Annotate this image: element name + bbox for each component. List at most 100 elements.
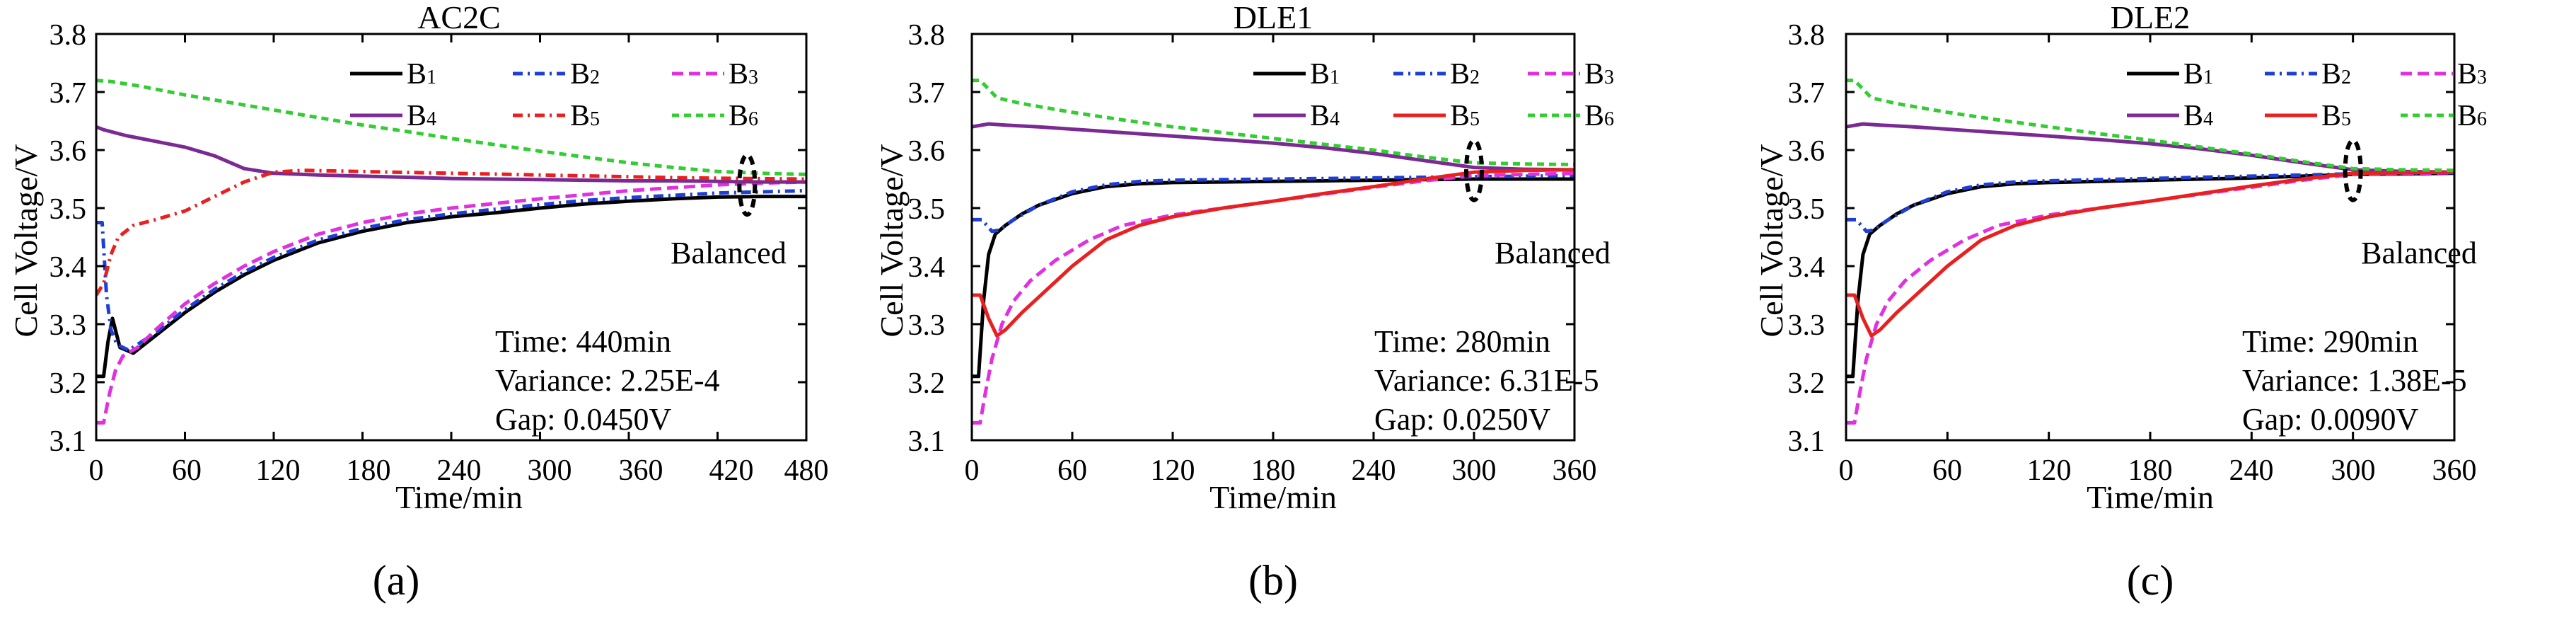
x-tick-labels: 0 60 120 180 240 300 360 [965,454,1597,487]
x-axis-label: Time/min [2087,479,2214,515]
x-tick-label: 120 [2027,454,2072,487]
x-tick-label: 60 [1932,454,1962,487]
legend: B1 B2 B3 B4 B5 B6 [407,58,758,132]
stats-variance: Variance: 2.25E-4 [495,363,720,398]
series-line-b4 [972,122,1574,172]
y-tick-label: 3.7 [908,77,946,110]
y-tick-label: 3.2 [1788,367,1826,400]
series-lines [1846,79,2454,425]
y-tick-label: 3.5 [50,193,87,226]
series-line-b4 [96,125,806,184]
x-tick-label: 60 [1057,454,1087,487]
stats-variance: Variance: 1.38E-5 [2242,363,2467,398]
y-tick-label: 3.3 [908,309,946,342]
legend-label-b2: B2 [570,58,600,91]
x-tick-label: 420 [709,454,754,487]
axis-ticks [1845,33,2456,442]
x-tick-label: 240 [437,454,482,487]
legend-label-b3: B3 [1584,58,1614,91]
series-line-b2 [1846,171,2454,234]
x-tick-label: 300 [1452,454,1497,487]
chart-title: AC2C [417,0,501,35]
legend-label-b1: B1 [407,58,436,91]
stats-annotation: Time: 440min Variance: 2.25E-4 Gap: 0.04… [495,324,720,437]
x-tick-labels: 0 60 120 180 240 300 360 420 480 [89,454,829,487]
balanced-marker [1464,138,1484,202]
y-tick-label: 3.1 [908,425,946,458]
x-tick-labels: 0 60 120 180 240 300 360 [1839,454,2477,487]
panel-caption: (c) [2127,557,2174,604]
series-line-b2 [972,173,1574,234]
series-line-b5 [1846,170,2454,338]
chart-title: DLE2 [2111,0,2190,35]
y-tick-label: 3.4 [1788,251,1826,284]
legend-label-b5: B5 [570,100,600,132]
y-tick-label: 3.2 [50,367,87,400]
series-line-b1 [96,195,806,379]
y-tick-label: 3.4 [50,251,87,284]
x-tick-label: 300 [528,454,572,487]
y-tick-label: 3.7 [1788,77,1826,110]
panel-b: DLE1 3.1 3.2 3.3 3.4 3.5 3.6 3.7 3.8 0 6… [874,0,1614,604]
plot-area [1845,33,2456,442]
panel-c: DLE2 3.1 3.2 3.3 3.4 3.5 3.6 3.7 3.8 0 6… [1753,0,2487,604]
x-tick-label: 60 [172,454,202,487]
x-tick-label: 180 [1251,454,1296,487]
x-axis-label: Time/min [1209,479,1337,515]
series-lines [96,79,806,425]
series-line-b6 [1846,79,2454,173]
panel-a: AC2C 3.1 3.2 3.3 3.4 3.5 3.6 3.7 3.8 0 6… [8,0,829,604]
legend-label-b1: B1 [1310,58,1340,91]
stats-gap: Gap: 0.0450V [495,402,672,437]
series-line-b2 [96,188,806,352]
legend-label-b2: B2 [2321,58,2351,91]
balanced-label: Balanced [1495,236,1611,270]
y-tick-label: 3.6 [908,135,946,168]
x-tick-label: 240 [1352,454,1396,487]
balanced-label: Balanced [671,236,787,270]
y-tick-label: 3.6 [50,135,87,168]
y-tick-label: 3.1 [1788,425,1826,458]
series-line-b6 [972,79,1574,166]
series-lines [972,79,1574,425]
x-tick-label: 480 [784,454,829,487]
x-tick-label: 0 [1839,454,1854,487]
series-line-b4 [1846,122,2454,174]
y-tick-label: 3.1 [50,425,87,458]
x-axis-label: Time/min [395,479,523,515]
legend-label-b3: B3 [2457,58,2487,91]
y-tick-label: 3.3 [50,309,87,342]
legend-label-b5: B5 [2321,100,2351,132]
x-tick-label: 180 [2128,454,2173,487]
series-line-b5 [96,168,806,297]
x-tick-label: 120 [1151,454,1195,487]
legend-label-b2: B2 [1450,58,1480,91]
y-tick-label: 3.5 [1788,193,1826,226]
balanced-label: Balanced [2361,236,2477,270]
y-tick-labels: 3.1 3.2 3.3 3.4 3.5 3.6 3.7 3.8 [50,19,87,458]
y-tick-label: 3.6 [1788,135,1826,168]
series-line-b3 [96,180,806,425]
y-tick-label: 3.4 [908,251,946,284]
axis-ticks [970,33,1576,442]
x-tick-label: 360 [619,454,663,487]
y-axis-label: Cell Voltage/V [874,144,910,337]
y-tick-label: 3.2 [908,367,946,400]
panel-caption: (b) [1248,557,1298,604]
y-axis-label: Cell Voltage/V [1753,144,1789,337]
axis-ticks [95,33,808,442]
y-tick-label: 3.5 [908,193,946,226]
x-tick-label: 360 [2432,454,2477,487]
legend-label-b5: B5 [1450,100,1480,132]
legend-label-b6: B6 [2457,100,2487,132]
y-tick-label: 3.8 [50,19,87,52]
legend-label-b4: B4 [407,100,436,132]
chart-title: DLE1 [1234,0,1313,35]
x-tick-label: 180 [347,454,391,487]
stats-time: Time: 280min [1374,324,1550,359]
x-tick-label: 0 [965,454,980,487]
legend-label-b4: B4 [1310,100,1340,132]
legend: B1 B2 B3 B4 B5 B6 [1310,58,1614,132]
y-tick-label: 3.7 [50,77,87,110]
balanced-marker [737,153,758,217]
